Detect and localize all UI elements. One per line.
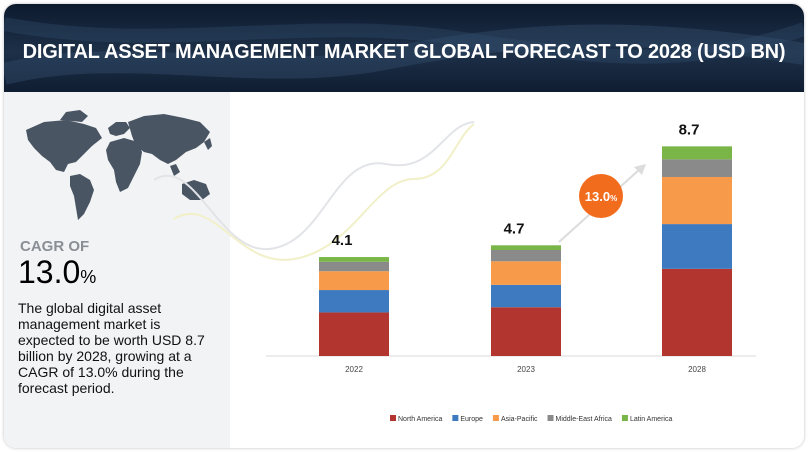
bar-2023-latin-america [491, 245, 561, 250]
bar-2028-asia-pacific [662, 176, 732, 225]
legend-swatch-europe [452, 415, 459, 421]
cagr-annotation-text: 13.0% [585, 189, 617, 204]
bar-2022-europe [319, 290, 389, 313]
bar-2022-latin-america [319, 257, 389, 262]
bar-2028-north-america [662, 268, 732, 356]
x-tick-label-2023: 2023 [517, 365, 535, 374]
header-banner: DIGITAL ASSET MANAGEMENT MARKET GLOBAL F… [4, 4, 804, 92]
legend-label-north-america: North America [398, 416, 442, 423]
legend-label-middle-east-africa: Middle-East Africa [556, 416, 613, 423]
total-label-2028: 8.7 [679, 121, 700, 138]
cagr-unit: % [80, 267, 97, 287]
cagr-value: 13.0% [18, 254, 96, 291]
bar-2023-middle-east-africa [491, 250, 561, 262]
total-value-labels: 4.1 4.7 8.7 [332, 121, 700, 249]
legend-swatch-middle-east-africa [547, 415, 554, 421]
bar-2022-north-america [319, 312, 389, 356]
legend-label-latin-america: Latin America [630, 416, 673, 423]
bar-2023-europe [491, 284, 561, 308]
infographic-card: DIGITAL ASSET MANAGEMENT MARKET GLOBAL F… [4, 4, 804, 448]
page-title: DIGITAL ASSET MANAGEMENT MARKET GLOBAL F… [22, 41, 786, 63]
bar-2028-europe [662, 224, 732, 269]
decorative-swooshes [153, 121, 475, 261]
header-background [4, 17, 804, 85]
market-description: The global digital asset management mark… [18, 300, 205, 396]
bar-2022-middle-east-africa [319, 261, 389, 272]
legend-swatch-latin-america [621, 415, 628, 421]
cagr-label: CAGR OF [20, 238, 90, 255]
cagr-annotation: 13.0% [579, 174, 623, 218]
bar-2028-latin-america [662, 146, 732, 160]
bar-2028-middle-east-africa [662, 159, 732, 177]
world-map-icon [26, 110, 212, 220]
legend: North America Europe Asia-Pacific Middle-Ea… [390, 415, 672, 423]
x-tick-label-2022: 2022 [345, 365, 363, 374]
bars-group [319, 146, 732, 356]
stacked-bar-chart: 2022 2023 2028 4.1 4.7 8.7 13.0% North Ameri… [153, 121, 756, 423]
x-tick-labels: 2022 2023 2028 [345, 365, 706, 374]
cagr-number: 13.0 [18, 254, 81, 290]
total-label-2022: 4.1 [332, 232, 353, 249]
bar-2022-asia-pacific [319, 271, 389, 291]
legend-label-europe: Europe [460, 416, 483, 423]
left-panel: CAGR OF 13.0% The global digital asset m… [4, 92, 230, 448]
cagr-circle [579, 174, 623, 218]
total-label-2023: 4.7 [504, 220, 525, 237]
bar-2023-north-america [491, 307, 561, 356]
legend-swatch-asia-pacific [492, 415, 499, 421]
bar-2023-asia-pacific [491, 261, 561, 285]
legend-swatch-north-america [390, 415, 396, 421]
legend-label-asia-pacific: Asia-Pacific [501, 416, 538, 423]
x-tick-label-2028: 2028 [688, 365, 706, 374]
